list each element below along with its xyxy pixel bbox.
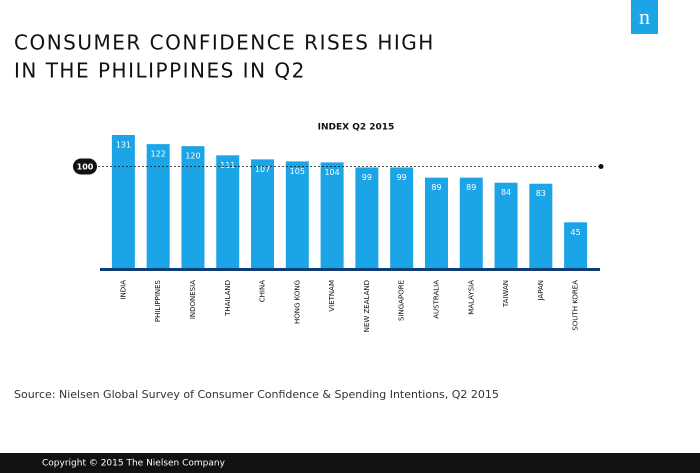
source: Source: Nielsen Global Survey of Consume… <box>14 388 499 401</box>
bar <box>529 183 553 268</box>
reference-label: 100 <box>77 162 94 171</box>
chart-title: CONSUMER CONFIDENCE RISES HIGH <box>14 31 435 55</box>
bar <box>564 222 588 268</box>
bar <box>390 167 414 268</box>
x-tick-label: THAILAND <box>224 280 232 317</box>
value-label: 83 <box>536 189 546 198</box>
x-tick-label: SOUTH KOREA <box>572 280 580 331</box>
bar <box>251 159 275 268</box>
value-label: 131 <box>116 141 131 150</box>
footer-bar <box>0 453 700 473</box>
x-tick-label: HONG KONG <box>293 280 301 324</box>
x-tick-label: INDONESIA <box>189 280 197 319</box>
x-tick-label: INDIA <box>119 280 127 300</box>
value-label: 99 <box>397 173 407 182</box>
value-label: 105 <box>290 167 305 176</box>
baseline <box>100 268 600 271</box>
x-tick-label: CHINA <box>259 280 267 302</box>
chart-subtitle: INDEX Q2 2015 <box>318 123 395 133</box>
logo-box <box>631 0 658 34</box>
value-label: 111 <box>220 161 235 170</box>
x-tick-label: JAPAN <box>537 280 545 302</box>
x-tick-label: AUSTRALIA <box>432 280 440 319</box>
value-label: 84 <box>501 188 511 197</box>
logo: n <box>639 4 650 29</box>
reference-end <box>598 163 604 169</box>
reference-badge <box>73 158 97 175</box>
chart-title: IN THE PHILIPPINES IN Q2 <box>14 59 306 83</box>
x-tick-label: VIETNAM <box>328 280 336 312</box>
bar <box>320 162 344 268</box>
value-label: 89 <box>431 183 441 192</box>
value-label: 120 <box>185 152 200 161</box>
bar <box>424 177 448 268</box>
bar <box>355 167 379 268</box>
x-tick-label: MALAYSIA <box>467 280 475 315</box>
value-label: 107 <box>255 165 270 174</box>
value-label: 104 <box>324 168 339 177</box>
bar <box>146 144 170 268</box>
bar <box>111 135 135 268</box>
x-tick-label: PHILIPPINES <box>154 279 162 322</box>
value-label: 45 <box>571 228 581 237</box>
bar <box>181 146 205 268</box>
bar <box>494 182 518 268</box>
value-label: 89 <box>466 183 476 192</box>
value-label: 122 <box>151 150 166 159</box>
footer: Copyright © 2015 The Nielsen Company <box>42 459 226 469</box>
value-label: 99 <box>362 173 372 182</box>
x-tick-label: SINGAPORE <box>398 280 406 321</box>
x-tick-label: NEW ZEALAND <box>363 280 371 332</box>
x-tick-label: TAIWAN <box>502 280 510 308</box>
bar <box>459 177 483 268</box>
bar <box>285 161 309 268</box>
bar <box>216 155 240 268</box>
